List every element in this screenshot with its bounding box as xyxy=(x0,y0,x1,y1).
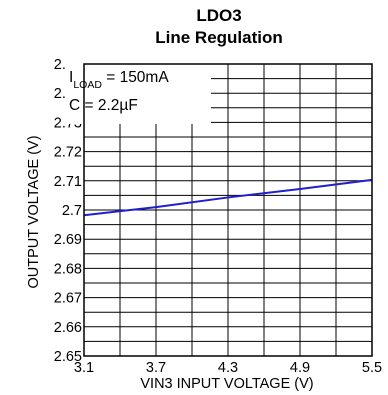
y-tick-label: 2.67 xyxy=(54,291,82,307)
y-tick-label: 2.72 xyxy=(54,145,82,161)
x-axis-label: VIN3 INPUT VOLTAGE (V) xyxy=(140,376,313,392)
x-tick-labels: 3.1 3.7 4.3 4.9 5.5 xyxy=(74,360,382,376)
y-axis-label: OUTPUT VOLTAGE (V) xyxy=(26,135,42,288)
x-tick-label: 4.9 xyxy=(290,360,310,376)
y-tick-label: 2.71 xyxy=(54,174,82,190)
output-voltage-line xyxy=(83,178,373,217)
y-tick-label: 2.7 xyxy=(62,203,82,219)
x-tick-label: 5.5 xyxy=(362,360,382,376)
x-tick-label: 3.1 xyxy=(74,360,94,376)
y-tick-label: 2.66 xyxy=(54,320,82,336)
chart-subtitle: Line Regulation xyxy=(155,28,283,47)
x-tick-label: 4.3 xyxy=(218,360,238,376)
x-tick-label: 3.7 xyxy=(146,360,166,376)
series-layer xyxy=(83,178,373,217)
annotation-box xyxy=(66,54,211,124)
annotation-iload: ILOAD = 150mA xyxy=(69,69,169,91)
plot-frame xyxy=(83,63,373,357)
y-tick-label: 2.69 xyxy=(54,232,82,248)
chart-title: LDO3 xyxy=(196,6,242,25)
annotation-capacitance: C = 2.2µF xyxy=(69,97,138,114)
y-tick-label: 2.65 xyxy=(54,349,82,365)
y-tick-label: 2.68 xyxy=(54,261,82,277)
